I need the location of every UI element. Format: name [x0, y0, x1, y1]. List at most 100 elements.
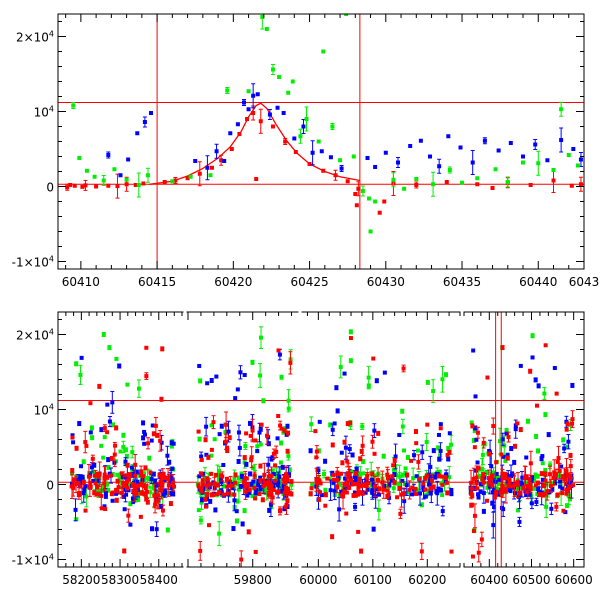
data-point	[431, 484, 436, 490]
data-point	[330, 123, 335, 130]
data-point	[543, 412, 548, 418]
data-point	[332, 421, 337, 426]
data-point	[77, 421, 82, 427]
data-point	[284, 494, 289, 515]
data-point	[286, 389, 291, 413]
data-point	[374, 487, 379, 492]
data-point	[348, 358, 353, 364]
data-point	[490, 186, 495, 190]
data-point	[74, 361, 79, 367]
data-point	[470, 554, 475, 559]
data-point	[170, 466, 175, 471]
data-point	[69, 473, 74, 499]
data-point	[481, 472, 486, 478]
data-point	[525, 418, 530, 424]
data-point	[141, 435, 146, 441]
data-point	[225, 87, 230, 94]
data-point	[130, 445, 135, 459]
data-point	[243, 471, 248, 485]
x-tick-label: 60100	[354, 573, 392, 587]
data-point	[70, 471, 75, 476]
data-point	[393, 443, 398, 470]
data-point	[114, 425, 119, 431]
x-tick-label: 60000	[299, 573, 337, 587]
data-point	[127, 477, 132, 482]
data-point	[339, 471, 344, 476]
data-point	[250, 494, 255, 499]
data-point	[570, 382, 575, 388]
data-point	[114, 356, 119, 361]
data-point	[543, 475, 548, 486]
data-point	[199, 487, 204, 493]
data-point	[92, 490, 97, 496]
data-point	[564, 457, 569, 485]
data-point	[516, 508, 521, 513]
data-point	[402, 186, 407, 191]
data-point	[536, 448, 541, 454]
data-point	[492, 494, 497, 500]
data-point	[249, 446, 254, 469]
data-point	[251, 479, 256, 484]
data-point	[260, 497, 265, 503]
data-point	[521, 154, 526, 159]
data-point	[356, 490, 361, 496]
data-point	[503, 475, 508, 480]
data-point	[101, 175, 106, 186]
data-point	[145, 167, 150, 183]
data-point	[252, 485, 257, 490]
data-point	[246, 529, 251, 535]
data-point	[258, 475, 263, 480]
data-point	[253, 438, 258, 443]
data-point	[500, 490, 505, 495]
data-point	[354, 203, 359, 208]
data-point	[136, 496, 141, 502]
data-point	[197, 161, 202, 187]
data-point	[247, 487, 252, 493]
data-point	[358, 456, 363, 462]
data-point	[270, 124, 275, 129]
data-point	[475, 486, 480, 491]
data-point	[558, 479, 563, 484]
data-point	[107, 415, 112, 428]
data-point	[482, 137, 487, 145]
data-point	[551, 168, 556, 172]
data-point	[289, 479, 294, 485]
data-point	[446, 445, 451, 451]
data-point	[414, 491, 419, 496]
data-point	[242, 455, 247, 461]
x-tick-label: 60600	[555, 573, 593, 587]
data-point	[196, 508, 201, 513]
data-point	[149, 438, 154, 443]
data-point	[501, 501, 506, 517]
data-point	[317, 496, 322, 502]
data-point	[221, 492, 226, 497]
data-point	[242, 373, 247, 378]
data-point	[211, 415, 216, 430]
data-point	[351, 492, 356, 498]
data-point	[125, 462, 130, 468]
data-point	[198, 471, 203, 476]
data-point	[543, 467, 548, 472]
data-point	[381, 453, 386, 459]
data-point	[234, 518, 239, 524]
data-point	[162, 180, 167, 184]
data-point	[564, 427, 569, 432]
data-point	[243, 489, 248, 494]
data-point	[143, 465, 148, 471]
data-point	[162, 475, 167, 481]
data-point	[136, 172, 141, 198]
data-point	[377, 210, 382, 215]
data-point	[221, 483, 226, 489]
data-point	[565, 444, 570, 449]
data-point	[338, 158, 343, 163]
data-point	[304, 106, 309, 132]
data-point	[103, 494, 108, 499]
data-point	[237, 439, 242, 457]
data-point	[403, 466, 408, 471]
data-point	[440, 493, 445, 498]
x-tick-label: 60440	[519, 275, 557, 289]
data-point	[446, 456, 451, 462]
data-point	[142, 432, 147, 437]
data-point	[407, 480, 412, 500]
data-point	[154, 521, 159, 537]
